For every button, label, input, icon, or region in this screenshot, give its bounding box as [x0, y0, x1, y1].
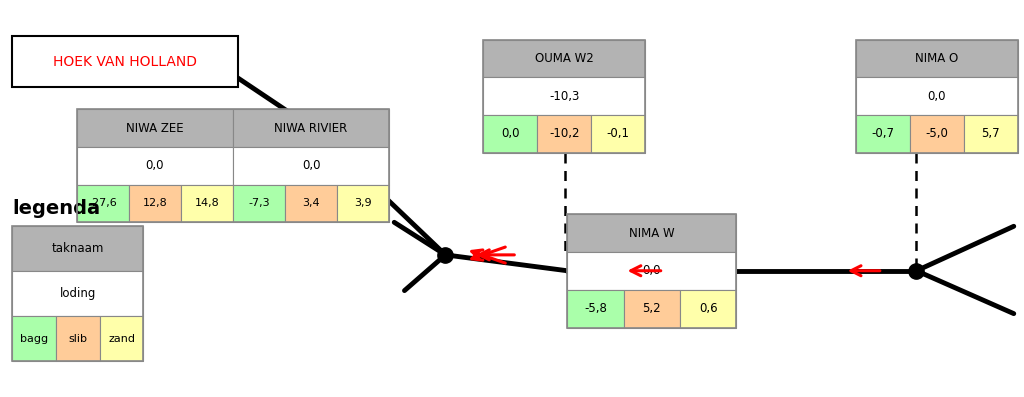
FancyBboxPatch shape: [77, 109, 232, 147]
FancyBboxPatch shape: [567, 290, 624, 328]
Text: 0,0: 0,0: [302, 159, 321, 172]
Text: taknaam: taknaam: [51, 242, 104, 255]
Text: OUMA W2: OUMA W2: [535, 52, 594, 65]
Text: NIMA W: NIMA W: [629, 227, 675, 240]
FancyBboxPatch shape: [232, 185, 285, 222]
FancyBboxPatch shape: [285, 185, 337, 222]
FancyBboxPatch shape: [856, 115, 910, 153]
FancyBboxPatch shape: [99, 316, 143, 361]
Text: -5,0: -5,0: [926, 127, 948, 141]
Text: 0,6: 0,6: [698, 302, 718, 315]
Text: NIMA O: NIMA O: [915, 52, 958, 65]
FancyBboxPatch shape: [591, 115, 645, 153]
Text: 0,0: 0,0: [145, 159, 164, 172]
FancyBboxPatch shape: [129, 185, 181, 222]
Text: zand: zand: [108, 334, 135, 344]
Text: 14,8: 14,8: [195, 198, 219, 208]
Text: 5,7: 5,7: [982, 127, 1000, 141]
FancyBboxPatch shape: [12, 226, 143, 271]
Text: slib: slib: [69, 334, 87, 344]
FancyBboxPatch shape: [56, 316, 99, 361]
FancyBboxPatch shape: [232, 109, 389, 147]
Text: -5,8: -5,8: [584, 302, 607, 315]
FancyBboxPatch shape: [538, 115, 591, 153]
Text: loding: loding: [59, 287, 96, 300]
FancyBboxPatch shape: [567, 252, 736, 290]
Text: 12,8: 12,8: [142, 198, 167, 208]
Text: bagg: bagg: [20, 334, 48, 344]
FancyBboxPatch shape: [856, 77, 1018, 115]
FancyBboxPatch shape: [12, 316, 56, 361]
Text: 0,0: 0,0: [928, 90, 946, 103]
FancyBboxPatch shape: [77, 185, 129, 222]
Text: 0,0: 0,0: [501, 127, 519, 141]
Text: -7,3: -7,3: [248, 198, 269, 208]
Text: legenda: legenda: [12, 199, 100, 218]
FancyBboxPatch shape: [680, 290, 736, 328]
FancyBboxPatch shape: [483, 77, 645, 115]
FancyBboxPatch shape: [12, 36, 238, 87]
FancyBboxPatch shape: [77, 147, 232, 185]
FancyBboxPatch shape: [964, 115, 1018, 153]
Text: -10,3: -10,3: [549, 90, 580, 103]
Text: -10,2: -10,2: [549, 127, 580, 141]
FancyBboxPatch shape: [567, 214, 736, 252]
Text: 0,0: 0,0: [642, 264, 662, 278]
Text: NIWA ZEE: NIWA ZEE: [126, 121, 183, 135]
Text: 3,9: 3,9: [354, 198, 372, 208]
FancyBboxPatch shape: [910, 115, 964, 153]
FancyBboxPatch shape: [337, 185, 389, 222]
Text: -0,1: -0,1: [606, 127, 630, 141]
Text: 5,2: 5,2: [642, 302, 662, 315]
Text: -27,6: -27,6: [88, 198, 117, 208]
FancyBboxPatch shape: [856, 40, 1018, 77]
FancyBboxPatch shape: [181, 185, 233, 222]
Text: HOEK VAN HOLLAND: HOEK VAN HOLLAND: [53, 54, 197, 69]
FancyBboxPatch shape: [232, 147, 389, 185]
Text: -0,7: -0,7: [871, 127, 895, 141]
Text: 3,4: 3,4: [302, 198, 319, 208]
FancyBboxPatch shape: [624, 290, 680, 328]
FancyBboxPatch shape: [483, 40, 645, 77]
FancyBboxPatch shape: [483, 115, 538, 153]
FancyBboxPatch shape: [12, 271, 143, 316]
Text: NIWA RIVIER: NIWA RIVIER: [274, 121, 348, 135]
